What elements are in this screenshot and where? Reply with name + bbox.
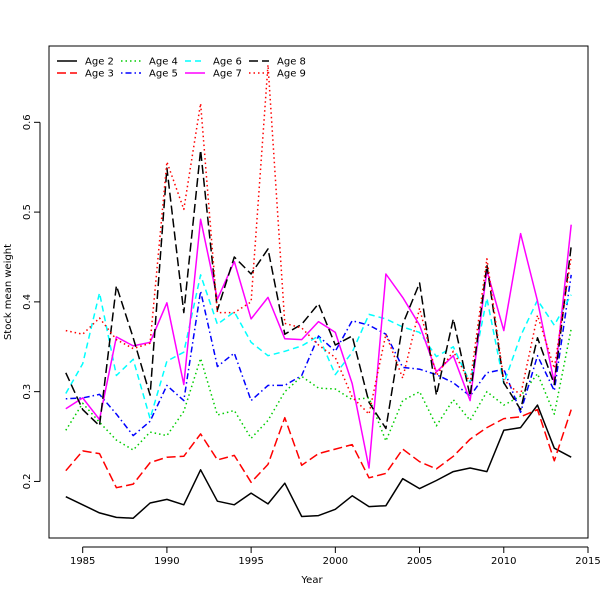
x-tick-label: 2000 xyxy=(323,556,348,567)
x-tick-label: 1995 xyxy=(238,556,263,567)
x-tick-label: 2005 xyxy=(407,556,432,567)
y-tick-label: 0.6 xyxy=(22,114,33,130)
legend-label: Age 9 xyxy=(277,69,306,80)
x-axis-title: Year xyxy=(300,575,323,586)
series-line-age-4 xyxy=(65,328,572,451)
y-axis-title: Stock mean weight xyxy=(3,244,14,340)
y-axis: 0.2 0.3 0.4 0.5 0.6 xyxy=(22,114,41,489)
x-axis: 1985 1990 1995 2000 2005 2010 2015 xyxy=(70,546,600,567)
legend-label: Age 8 xyxy=(277,57,306,68)
legend-label: Age 5 xyxy=(149,69,178,80)
legend-label: Age 3 xyxy=(85,69,114,80)
plot-frame xyxy=(48,45,589,539)
y-tick-label: 0.2 xyxy=(22,473,33,489)
legend-label: Age 7 xyxy=(213,69,242,80)
legend-label: Age 2 xyxy=(85,57,114,68)
series-line-age-8 xyxy=(65,149,572,430)
series-line-age-3 xyxy=(65,408,572,489)
series-line-age-2 xyxy=(65,404,572,519)
y-tick-label: 0.3 xyxy=(22,384,33,400)
series-line-age-5 xyxy=(65,274,572,437)
legend-label: Age 4 xyxy=(149,57,178,68)
y-tick-label: 0.5 xyxy=(22,204,33,220)
y-tick-label: 0.4 xyxy=(22,294,33,310)
x-tick-label: 1990 xyxy=(154,556,179,567)
x-tick-label: 2015 xyxy=(575,556,600,567)
x-tick-label: 2010 xyxy=(491,556,516,567)
series-line-age-9 xyxy=(65,64,572,415)
series-layer xyxy=(65,64,572,519)
x-tick-label: 1985 xyxy=(70,556,95,567)
legend-label: Age 6 xyxy=(213,57,242,68)
